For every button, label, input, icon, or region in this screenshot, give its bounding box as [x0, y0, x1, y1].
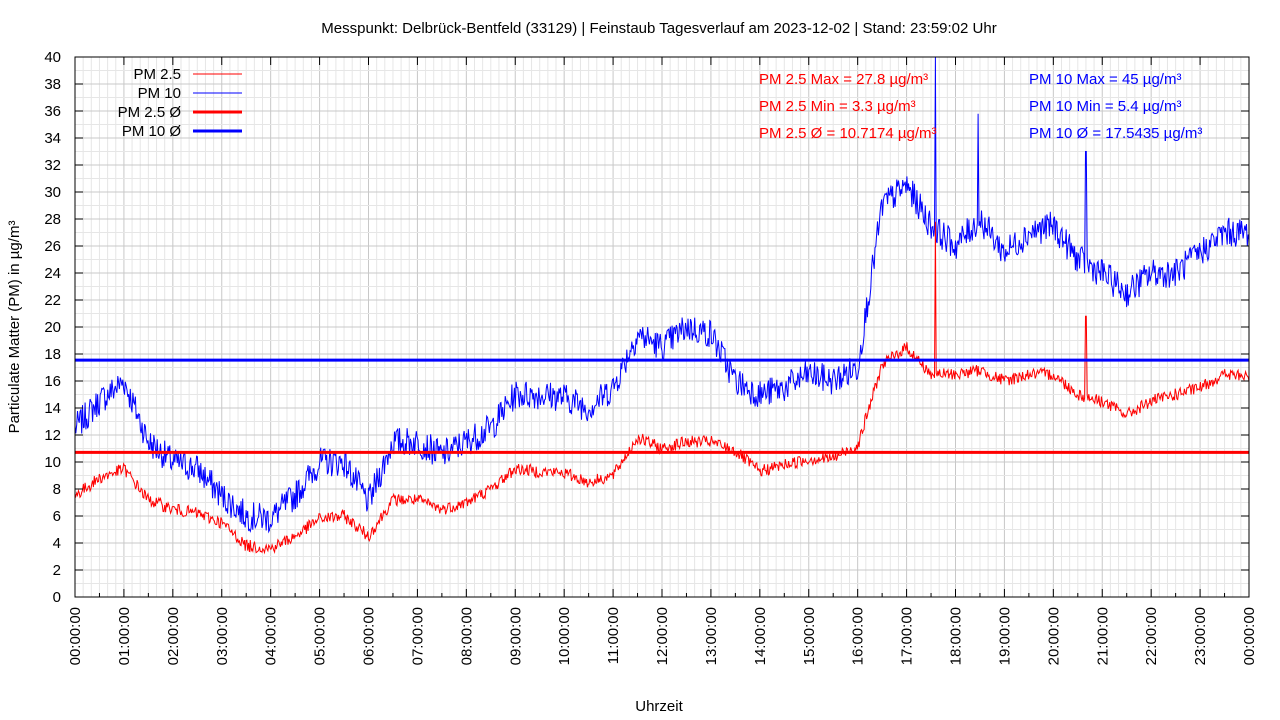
- y-tick-label: 18: [44, 346, 61, 363]
- y-tick-label: 4: [53, 535, 61, 552]
- legend-label-pm10: PM 10: [138, 85, 181, 102]
- pm10-max-annotation: PM 10 Max = 45 µg/m³: [1029, 71, 1181, 88]
- axis-ticks: 024681012141618202224262830323436384000:…: [44, 49, 1258, 665]
- y-tick-label: 28: [44, 211, 61, 228]
- y-tick-label: 34: [44, 130, 61, 147]
- series-line-pm10: [74, 56, 1250, 534]
- y-tick-label: 10: [44, 454, 61, 471]
- x-tick-label: 18:00:00: [948, 607, 965, 665]
- pm25-max-annotation: PM 2.5 Max = 27.8 µg/m³: [759, 71, 928, 88]
- x-tick-label: 00:00:00: [67, 607, 84, 665]
- pm25-avg-annotation: PM 2.5 Ø = 10.7174 µg/m³: [759, 125, 936, 142]
- x-tick-label: 10:00:00: [556, 607, 573, 665]
- y-tick-label: 38: [44, 76, 61, 93]
- legend-label-pm25: PM 2.5: [133, 66, 181, 83]
- x-tick-label: 05:00:00: [312, 607, 329, 665]
- x-tick-label: 02:00:00: [165, 607, 182, 665]
- y-tick-label: 20: [44, 319, 61, 336]
- x-tick-label: 00:00:00: [1241, 607, 1258, 665]
- x-tick-label: 22:00:00: [1143, 607, 1160, 665]
- pm10-avg-annotation: PM 10 Ø = 17.5435 µg/m³: [1029, 125, 1202, 142]
- chart-title: Messpunkt: Delbrück-Bentfeld (33129) | F…: [321, 20, 996, 37]
- y-tick-label: 2: [53, 562, 61, 579]
- y-tick-label: 8: [53, 481, 61, 498]
- y-tick-label: 16: [44, 373, 61, 390]
- x-tick-label: 03:00:00: [214, 607, 231, 665]
- x-tick-label: 14:00:00: [752, 607, 769, 665]
- y-axis-label: Particulate Matter (PM) in µg/m³: [6, 221, 23, 434]
- series-line-pm25: [74, 221, 1250, 555]
- x-tick-label: 20:00:00: [1045, 607, 1062, 665]
- x-tick-label: 01:00:00: [116, 607, 133, 665]
- x-tick-label: 19:00:00: [996, 607, 1013, 665]
- stats-annotations: PM 2.5 Max = 27.8 µg/m³ PM 2.5 Min = 3.3…: [759, 71, 1202, 142]
- average-lines: [75, 358, 1249, 454]
- x-tick-label: 17:00:00: [899, 607, 916, 665]
- y-tick-label: 36: [44, 103, 61, 120]
- x-tick-label: 07:00:00: [409, 607, 426, 665]
- y-tick-label: 26: [44, 238, 61, 255]
- x-axis-label: Uhrzeit: [635, 698, 683, 715]
- x-tick-label: 23:00:00: [1192, 607, 1209, 665]
- legend-label-pm25-avg: PM 2.5 Ø: [118, 104, 182, 121]
- legend: PM 2.5 PM 10 PM 2.5 Ø PM 10 Ø: [118, 66, 242, 140]
- y-tick-label: 0: [53, 589, 61, 606]
- x-tick-label: 21:00:00: [1094, 607, 1111, 665]
- y-tick-label: 24: [44, 265, 61, 282]
- pm10-min-annotation: PM 10 Min = 5.4 µg/m³: [1029, 98, 1181, 115]
- x-tick-label: 08:00:00: [458, 607, 475, 665]
- x-tick-label: 11:00:00: [605, 607, 622, 664]
- y-tick-label: 14: [44, 400, 61, 417]
- pm25-min-annotation: PM 2.5 Min = 3.3 µg/m³: [759, 98, 916, 115]
- x-tick-label: 13:00:00: [703, 607, 720, 665]
- y-tick-label: 32: [44, 157, 61, 174]
- x-tick-label: 15:00:00: [801, 607, 818, 665]
- y-tick-label: 12: [44, 427, 61, 444]
- x-tick-label: 04:00:00: [263, 607, 280, 665]
- x-tick-label: 09:00:00: [507, 607, 524, 665]
- series-layer: [74, 56, 1250, 555]
- x-tick-label: 12:00:00: [654, 607, 671, 665]
- legend-label-pm10-avg: PM 10 Ø: [122, 123, 182, 140]
- y-tick-label: 6: [53, 508, 61, 525]
- y-tick-label: 40: [44, 49, 61, 66]
- y-tick-label: 22: [44, 292, 61, 309]
- x-tick-label: 06:00:00: [361, 607, 378, 665]
- x-tick-label: 16:00:00: [850, 607, 867, 665]
- y-tick-label: 30: [44, 184, 61, 201]
